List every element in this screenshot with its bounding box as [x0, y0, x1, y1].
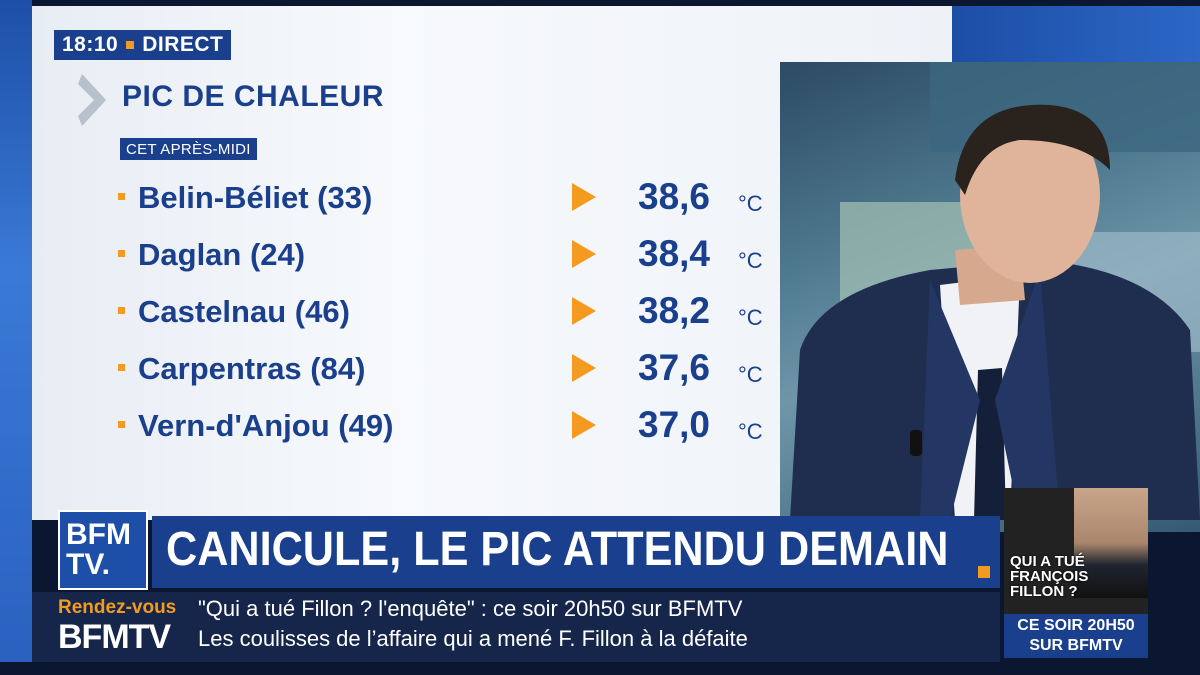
temperature-value: 38,6	[638, 176, 711, 217]
promo-photo	[1074, 488, 1148, 598]
city-name: Daglan (24)	[138, 237, 306, 272]
temperature-value: 37,0	[638, 404, 711, 445]
channel-logo: BFM TV.	[58, 510, 148, 590]
list-item: Carpentras (84) 37,6 °C	[118, 347, 778, 391]
temperature-unit: °C	[738, 419, 763, 444]
headline-text: CANICULE, LE PIC ATTENDU DEMAIN	[166, 523, 949, 576]
temperature-value: 38,2	[638, 290, 711, 331]
ticker-bar	[32, 592, 1000, 662]
promo-schedule: CE SOIR 20H50 SUR BFMTV	[1004, 614, 1148, 658]
headline-bar	[152, 516, 1000, 588]
left-decor-strip	[0, 0, 32, 675]
list-item: Belin-Béliet (33) 38,6 °C	[118, 176, 778, 220]
arrow-right-icon	[572, 240, 596, 268]
list-item: Daglan (24) 38,4 °C	[118, 233, 778, 277]
separator-dot	[126, 41, 135, 49]
arrow-right-icon	[572, 297, 596, 325]
arrow-right-icon	[572, 183, 596, 211]
promo-question: QUI A TUÉ FRANÇOIS FILLON ?	[1010, 553, 1089, 600]
bullet-icon	[118, 250, 125, 257]
bullet-icon	[118, 364, 125, 371]
city-name: Carpentras (84)	[138, 351, 366, 386]
presenter-image	[790, 104, 1200, 520]
temperature-unit: °C	[738, 305, 763, 330]
panel-title: PIC DE CHALEUR	[122, 80, 385, 113]
panel-subtitle: CET APRÈS-MIDI	[120, 138, 257, 160]
top-right-decor	[952, 6, 1200, 62]
bullet-icon	[118, 193, 125, 200]
city-name: Belin-Béliet (33)	[138, 180, 373, 215]
headline-period-dot	[978, 566, 990, 578]
arrow-right-icon	[572, 354, 596, 382]
promo-box: QUI A TUÉ FRANÇOIS FILLON ? CE SOIR 20H5…	[1004, 488, 1148, 658]
clock-time: 18:10	[62, 33, 119, 56]
temperature-value: 37,6	[638, 347, 711, 388]
live-label: DIRECT	[142, 33, 224, 56]
ticker-line-1: "Qui a tué Fillon ? l'enquête" : ce soir…	[198, 596, 743, 621]
list-item: Vern-d'Anjou (49) 37,0 °C	[118, 404, 778, 448]
chevron-right-icon	[78, 74, 106, 126]
temperature-unit: °C	[738, 362, 763, 387]
city-name: Vern-d'Anjou (49)	[138, 408, 394, 443]
live-time-badge: 18:10 DIRECT	[54, 30, 232, 60]
ticker-brand: BFMTV	[58, 618, 171, 656]
arrow-right-icon	[572, 411, 596, 439]
logo-line-2: TV.	[66, 548, 110, 581]
ticker-line-2: Les coulisses de l’affaire qui a mené F.…	[198, 626, 748, 651]
temperature-unit: °C	[738, 248, 763, 273]
logo-line-1: BFM	[66, 518, 131, 551]
bullet-icon	[118, 421, 125, 428]
list-item: Castelnau (46) 38,2 °C	[118, 290, 778, 334]
temperature-value: 38,4	[638, 233, 711, 274]
bottom-edge	[0, 662, 1200, 675]
bullet-icon	[118, 307, 125, 314]
temperature-unit: °C	[738, 191, 763, 216]
city-name: Castelnau (46)	[138, 294, 350, 329]
ticker-tag: Rendez-vous	[58, 597, 177, 618]
